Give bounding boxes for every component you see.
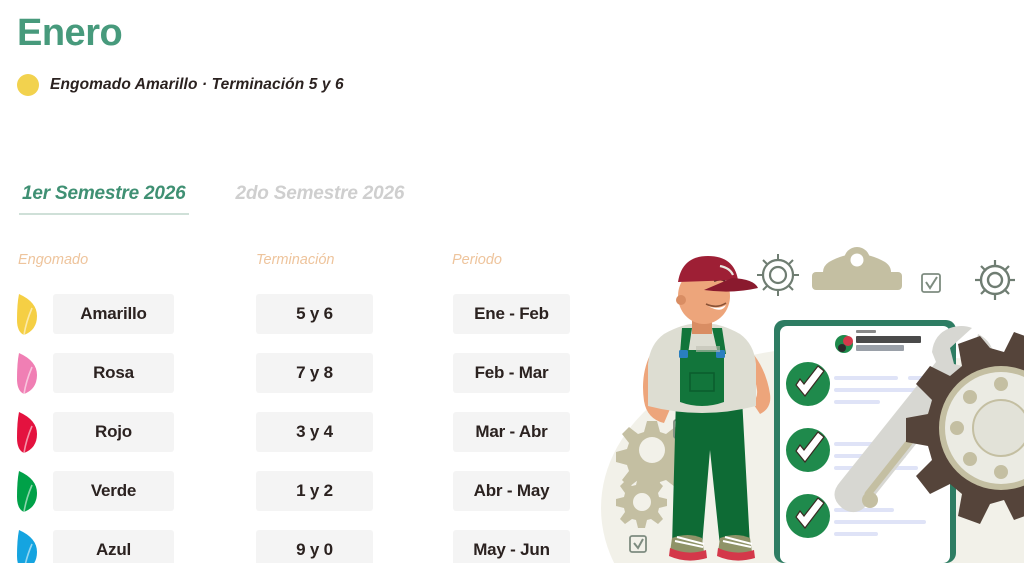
cell-terminacion-label: 3 y 4 [296,422,333,441]
color-swatch-leaf-icon [16,528,38,563]
tab-1er-semestre[interactable]: 1er Semestre 2026 [19,183,189,215]
cell-engomado[interactable]: Verde [53,471,174,511]
cell-terminacion[interactable]: 1 y 2 [256,471,373,511]
shoe-left [669,535,707,561]
mechanic-illustration [580,238,1024,563]
cell-periodo-label: Feb - Mar [474,363,549,382]
cell-engomado[interactable]: Azul [53,530,174,563]
cell-engomado-label: Azul [95,540,132,559]
cell-periodo-label: Mar - Abr [475,422,548,441]
table-column-headers: Engomado Terminación Periodo [0,252,620,280]
cell-terminacion-label: 1 y 2 [296,481,333,500]
cell-engomado-label: Amarillo [80,304,147,323]
tab-2do-semestre[interactable]: 2do Semestre 2026 [235,183,405,204]
color-swatch-leaf-icon [16,351,38,395]
table-row: Rojo 3 y 4 Mar - Abr [0,402,620,461]
check-item [786,362,946,406]
cell-terminacion-label: 5 y 6 [296,304,333,323]
cell-periodo-label: Ene - Feb [474,304,549,323]
color-swatch-leaf-icon [16,469,38,513]
subtitle-text: Engomado Amarillo · Terminación 5 y 6 [50,76,344,93]
gear-icon [906,332,1024,524]
cell-engomado-label: Rojo [95,422,132,441]
column-header-engomado: Engomado [18,252,89,268]
checkbox-icon [921,273,941,293]
cell-terminacion[interactable]: 9 y 0 [256,530,373,563]
cell-engomado-label: Verde [90,481,137,500]
column-header-terminacion: Terminación [256,252,335,268]
cell-periodo[interactable]: May - Jun [453,530,570,563]
cell-periodo-label: Abr - May [473,481,550,500]
cell-periodo[interactable]: Ene - Feb [453,294,570,334]
gear-icon [757,254,799,296]
column-header-periodo: Periodo [452,252,502,268]
clipboard-logo [835,330,921,353]
cell-terminacion-label: 9 y 0 [296,540,333,559]
gear-icon [616,421,688,493]
table-rows: Amarillo 5 y 6 Ene - Feb Rosa 7 y 8 Feb - Mar… [0,284,620,563]
color-swatch-leaf-icon [16,410,38,454]
color-swatch-leaf-icon [16,292,38,336]
cell-terminacion[interactable]: 3 y 4 [256,412,373,452]
table-row: Rosa 7 y 8 Feb - Mar [0,343,620,402]
color-dot-icon [17,74,39,96]
shoe-right [717,535,755,561]
gear-icon [975,260,1015,300]
cell-engomado[interactable]: Amarillo [53,294,174,334]
schedule-table: Engomado Terminación Periodo Amarillo 5 y… [0,252,620,563]
shirt-logo [696,346,720,352]
checkbox-icon [629,535,647,553]
check-item [786,494,926,538]
cell-periodo-label: May - Jun [473,540,550,559]
subtitle-row: Engomado Amarillo · Terminación 5 y 6 [17,74,344,96]
gear-icon [616,477,667,528]
cell-engomado-label: Rosa [93,363,134,382]
table-row: Verde 1 y 2 Abr - May [0,461,620,520]
cell-terminacion[interactable]: 7 y 8 [256,353,373,393]
cell-periodo[interactable]: Abr - May [453,471,570,511]
mechanic-character [643,256,771,561]
cell-periodo[interactable]: Mar - Abr [453,412,570,452]
clipboard-icon [774,247,956,563]
cell-engomado[interactable]: Rosa [53,353,174,393]
cell-terminacion-label: 7 y 8 [296,363,333,382]
cell-terminacion[interactable]: 5 y 6 [256,294,373,334]
cell-periodo[interactable]: Feb - Mar [453,353,570,393]
semester-tabs: 1er Semestre 2026 2do Semestre 2026 [19,183,407,215]
table-row: Amarillo 5 y 6 Ene - Feb [0,284,620,343]
table-row: Azul 9 y 0 May - Jun [0,520,620,563]
page-title: Enero [17,12,123,54]
cell-engomado[interactable]: Rojo [53,412,174,452]
